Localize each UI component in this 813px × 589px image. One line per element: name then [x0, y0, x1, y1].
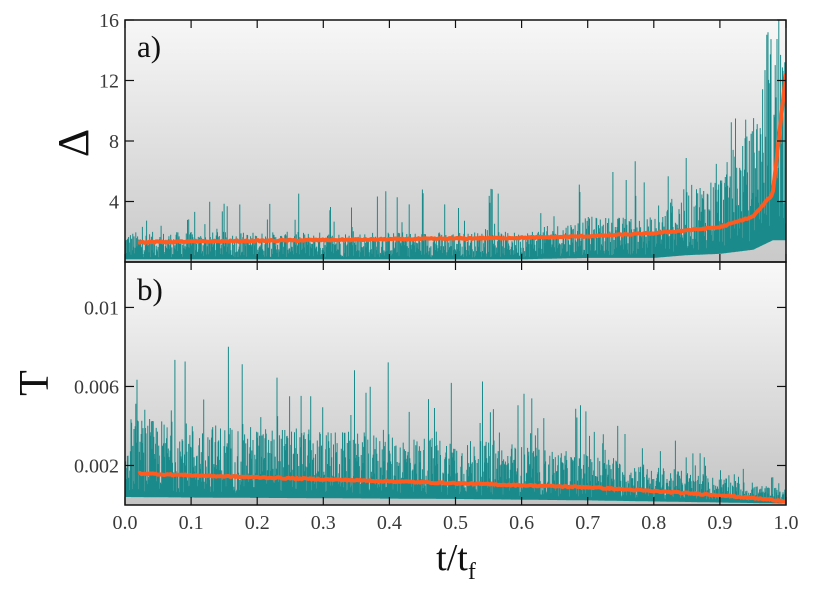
- x-tick-label: 0.6: [509, 512, 534, 534]
- panel-b-label: b): [137, 272, 163, 307]
- x-axis-label: t/tf: [436, 537, 476, 585]
- panel-a-background: [125, 20, 786, 262]
- axis-tick-labels: 4 8 12 16 0.002 0.006 0.01 0.0 0.1 0.2 0.3 0.4 0.5 0.…: [74, 10, 799, 534]
- panel-a-series-teal: [125, 20, 786, 260]
- panel-a-y-tick-label: 8: [109, 131, 119, 153]
- x-axis-label-subscript: f: [468, 559, 476, 585]
- panel-a-y-tick-label: 12: [99, 71, 119, 93]
- panel-a-y-axis-label: Δ: [49, 129, 98, 157]
- x-tick-label: 0.0: [113, 512, 138, 534]
- x-tick-label: 0.2: [245, 512, 270, 534]
- x-tick-label: 1.0: [774, 512, 799, 534]
- panel-a-series-orange: [137, 73, 786, 245]
- panel-b-y-tick-label: 0.006: [74, 376, 119, 398]
- panel-b-y-tick-label: 0.01: [84, 297, 119, 319]
- panel-b-y-tick-label: 0.002: [74, 455, 119, 477]
- x-tick-label: 0.4: [377, 512, 402, 534]
- panel-a-y-tick-label: 4: [109, 192, 119, 214]
- x-tick-label: 0.8: [641, 512, 666, 534]
- x-tick-label: 0.5: [443, 512, 468, 534]
- panel-a-plot-area: [125, 20, 786, 260]
- panel-a-y-tick-label: 16: [99, 10, 119, 32]
- panel-b-series-orange: [137, 470, 786, 504]
- x-tick-label: 0.9: [707, 512, 732, 534]
- axis-ticks: [124, 19, 787, 505]
- panel-a-label: a): [137, 29, 161, 64]
- x-tick-label: 0.7: [575, 512, 600, 534]
- x-tick-label: 0.3: [311, 512, 336, 534]
- x-tick-label: 0.1: [179, 512, 204, 534]
- x-axis-label-base: t/t: [436, 537, 468, 579]
- panel-b-y-axis-label: T: [12, 370, 58, 396]
- panel-b-plot-area: [125, 346, 786, 504]
